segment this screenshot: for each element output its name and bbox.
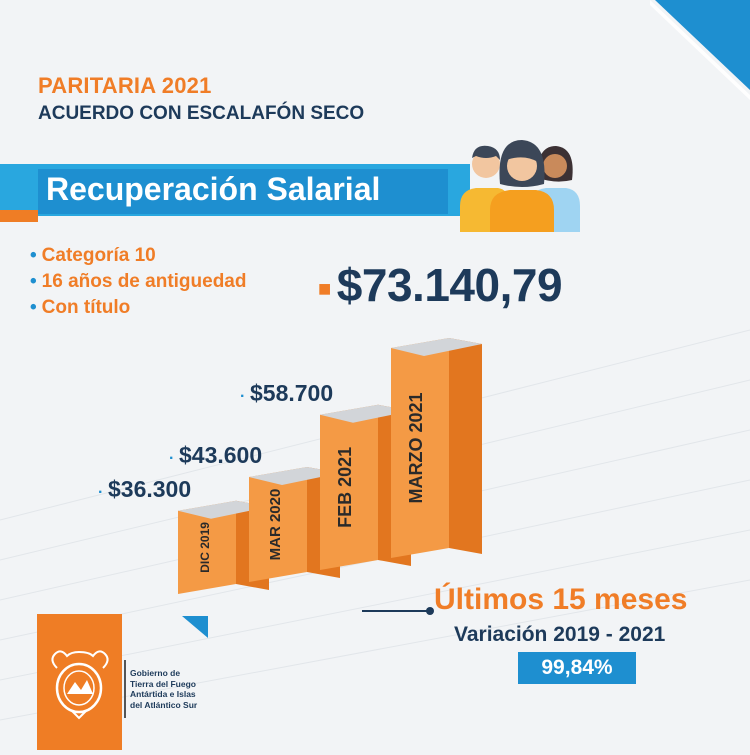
people-icon	[460, 140, 580, 232]
bar-value-label: $36.300	[108, 476, 191, 502]
conditions-list: • Categoría 10 • 16 años de antiguedad • Co…	[30, 243, 246, 321]
bar-value-label: $58.700	[250, 380, 333, 406]
banner-accent	[0, 210, 38, 222]
highlight-amount: ■ $73.140,79	[318, 259, 563, 311]
summary-period: Últimos 15 meses	[434, 583, 688, 616]
summary-line-decoration	[362, 607, 434, 615]
header-subtitle: ACUERDO CON ESCALAFÓN SECO	[38, 103, 365, 124]
condition-item: • Categoría 10	[30, 245, 156, 266]
bar-top	[178, 500, 269, 519]
bar-value-dot: ·	[98, 484, 103, 501]
bar-front	[391, 338, 449, 558]
bar-top	[249, 467, 340, 486]
bar-front	[249, 467, 307, 582]
government-logo	[37, 614, 122, 750]
bar-category-label: DIC 2019	[198, 522, 212, 573]
bar-side	[449, 338, 482, 554]
bar-front	[178, 500, 236, 594]
bar-value-dot: ·	[169, 450, 174, 467]
bar-front	[320, 404, 378, 570]
banner-title: Recuperación Salarial	[46, 171, 381, 207]
small-triangle-decoration	[182, 616, 208, 638]
coat-of-arms-icon	[51, 650, 109, 720]
condition-item: • 16 años de antiguedad	[30, 271, 247, 292]
corner-triangle-decoration	[650, 0, 750, 100]
variation-label: Variación 2019 - 2021	[454, 623, 666, 646]
condition-item: • Con título	[30, 297, 131, 318]
bar-category-label: MAR 2020	[267, 489, 284, 561]
bar-category-label: FEB 2021	[335, 447, 355, 528]
bar-category-label: MARZO 2021	[406, 392, 426, 503]
bar-top	[320, 404, 411, 423]
variation-value-badge: 99,84%	[518, 652, 636, 684]
bar-value-label: $43.600	[179, 442, 262, 468]
logo-separator	[124, 660, 126, 718]
bar-value-dot: ·	[240, 388, 245, 405]
banner-inner	[38, 169, 448, 214]
government-name: Gobierno de Tierra del Fuego Antártida e…	[130, 668, 198, 710]
header-title: PARITARIA 2021	[38, 73, 212, 98]
bar-top	[391, 338, 482, 356]
